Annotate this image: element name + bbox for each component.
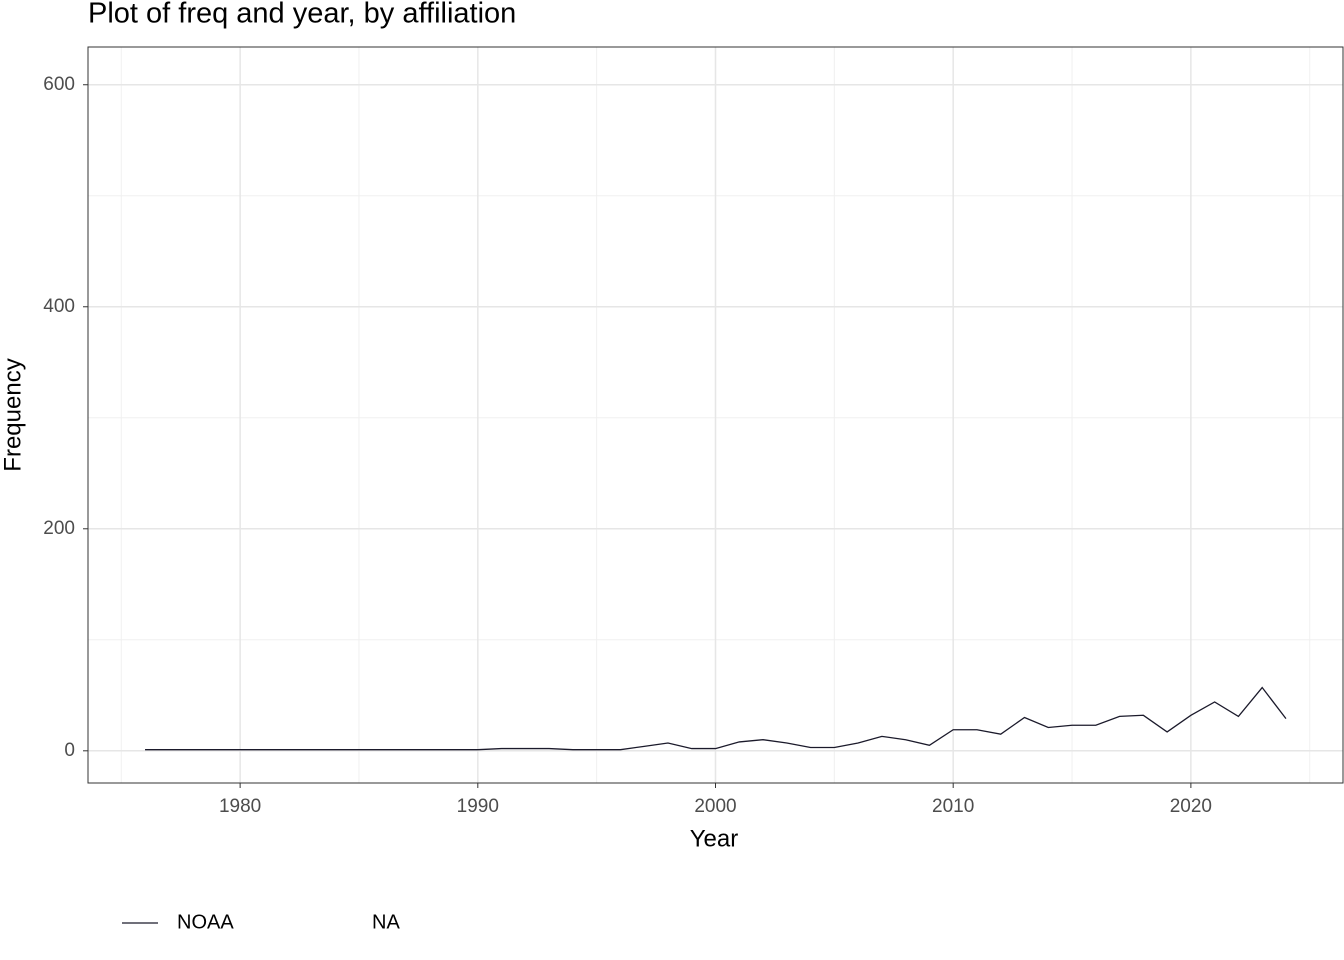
x-tick-label: 1980	[219, 796, 261, 817]
y-tick-label: 600	[43, 74, 75, 95]
legend-label: NOAA	[177, 911, 234, 933]
plot-border	[87, 46, 1344, 784]
y-tick-label: 0	[64, 740, 75, 761]
chart-title: Plot of freq and year, by affiliation	[88, 0, 516, 30]
x-tick-label: 2000	[694, 796, 736, 817]
x-axis-label: Year	[690, 825, 739, 852]
x-tick-label: 2010	[932, 796, 974, 817]
y-axis-label: Frequency	[0, 358, 26, 471]
y-tick-label: 400	[43, 296, 75, 317]
x-tick-label: 2020	[1170, 796, 1212, 817]
legend-label: NA	[372, 911, 400, 933]
line	[145, 686, 1287, 751]
x-tick-label: 1990	[457, 796, 499, 817]
y-tick-label: 200	[43, 518, 75, 539]
